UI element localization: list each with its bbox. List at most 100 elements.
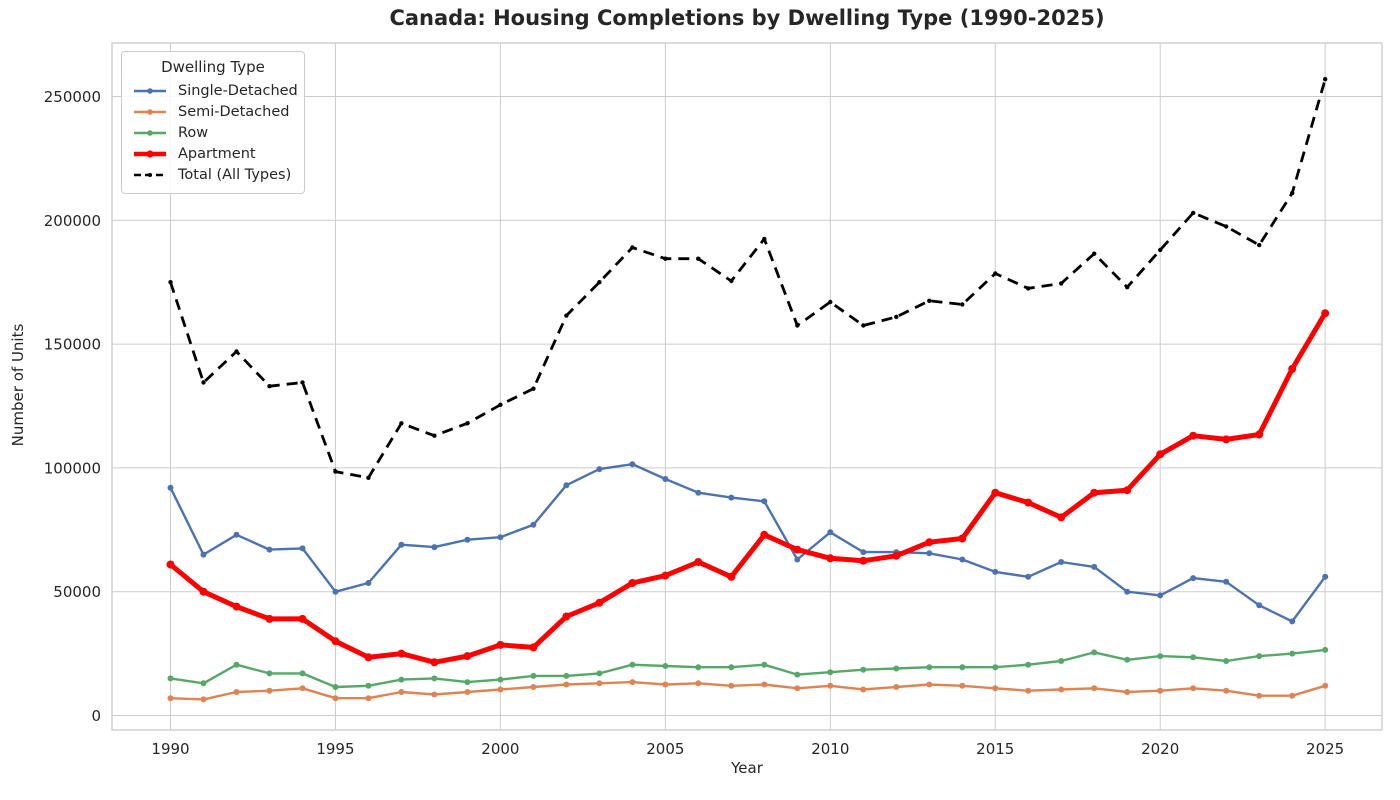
legend: Dwelling Type Single-Detached Semi-Detach…	[121, 51, 305, 194]
data-point-apartment	[1222, 435, 1231, 444]
data-point-row	[1025, 661, 1032, 668]
data-point-semi-detached	[365, 695, 372, 702]
data-point-apartment	[1123, 486, 1132, 495]
data-point-total-all-types	[960, 302, 965, 307]
data-point-total-all-types	[564, 313, 569, 318]
x-tick-label: 2000	[481, 740, 519, 758]
data-point-total-all-types	[729, 278, 734, 284]
y-tick-label: 0	[91, 707, 101, 725]
data-point-total-all-types	[234, 349, 239, 354]
data-point-total-all-types	[201, 380, 206, 385]
data-point-semi-detached	[1058, 686, 1065, 693]
legend-items: Single-Detached Semi-Detached Row Apartment…	[132, 80, 298, 185]
x-axis-label: Year	[731, 759, 763, 777]
legend-sample-semi-detached-icon	[134, 108, 166, 115]
data-point-single-detached	[761, 498, 768, 505]
data-point-single-detached	[1091, 563, 1098, 570]
data-point-row	[563, 672, 570, 679]
y-tick-label: 150000	[44, 336, 101, 354]
x-tick-label: 2025	[1306, 740, 1344, 758]
data-point-row	[1190, 654, 1197, 661]
data-point-row	[629, 661, 636, 668]
data-point-total-all-types	[1125, 285, 1130, 290]
data-point-total-all-types	[1323, 77, 1328, 82]
data-point-semi-detached	[860, 686, 867, 693]
series-line-single-detached	[169, 463, 1327, 623]
data-point-single-detached	[1124, 588, 1131, 595]
data-point-row	[464, 679, 471, 686]
data-point-semi-detached	[1124, 689, 1131, 695]
data-point-total-all-types	[1026, 286, 1031, 291]
data-point-single-detached	[1190, 575, 1197, 582]
data-point-semi-detached	[959, 682, 966, 689]
data-point-row	[497, 676, 504, 683]
data-point-apartment	[529, 643, 538, 652]
data-point-total-all-types	[465, 421, 470, 426]
data-point-semi-detached	[233, 689, 240, 695]
legend-sample-total-all-types-icon	[134, 172, 166, 177]
data-point-total-all-types	[597, 280, 602, 285]
data-point-semi-detached	[728, 682, 735, 689]
data-point-row	[860, 666, 867, 673]
data-point-single-detached	[695, 489, 702, 496]
data-point-row	[167, 675, 174, 682]
legend-item-row: Row	[132, 122, 294, 143]
data-point-row	[266, 670, 273, 677]
data-point-single-detached	[794, 556, 801, 563]
data-point-total-all-types	[795, 323, 800, 328]
data-point-apartment	[793, 545, 802, 554]
data-point-total-all-types	[894, 314, 899, 320]
data-point-total-all-types	[762, 236, 767, 242]
data-point-single-detached	[629, 461, 636, 468]
data-point-apartment	[496, 640, 505, 649]
data-point-row	[332, 684, 339, 690]
data-point-apartment	[298, 614, 307, 623]
data-point-apartment	[166, 560, 175, 569]
data-point-row	[893, 665, 900, 672]
data-point-semi-detached	[167, 695, 174, 702]
data-point-row	[1223, 658, 1230, 664]
data-point-total-all-types	[663, 256, 668, 261]
data-point-single-detached	[464, 536, 471, 543]
data-point-total-all-types	[1059, 281, 1064, 286]
data-point-apartment	[826, 554, 835, 563]
data-point-row	[233, 661, 240, 668]
legend-item-label: Total (All Types)	[178, 166, 292, 183]
legend-title: Dwelling Type	[161, 58, 265, 76]
data-point-total-all-types	[267, 384, 272, 389]
data-point-total-all-types	[696, 256, 701, 261]
data-point-row	[1289, 650, 1296, 657]
y-tick-label: 250000	[44, 88, 101, 106]
data-point-single-detached	[992, 568, 999, 575]
data-point-single-detached	[1025, 573, 1032, 580]
data-point-single-detached	[167, 484, 174, 491]
data-point-row	[596, 670, 603, 677]
legend-item-apartment: Apartment	[132, 143, 294, 164]
data-point-apartment	[430, 658, 439, 667]
data-point-row	[662, 663, 669, 669]
y-axis-label: Number of Units	[9, 323, 27, 447]
data-point-semi-detached	[1256, 692, 1263, 699]
legend-item-label: Row	[178, 124, 209, 141]
data-point-apartment	[1288, 364, 1297, 373]
data-point-total-all-types	[498, 402, 503, 407]
series-markers-semi-detached	[167, 679, 1329, 703]
data-point-apartment	[265, 614, 274, 623]
legend-item-label: Single-Detached	[178, 82, 298, 99]
data-point-single-detached	[431, 544, 438, 551]
data-point-apartment	[1156, 450, 1165, 459]
data-point-single-detached	[926, 550, 933, 557]
data-point-apartment	[892, 551, 901, 560]
data-point-semi-detached	[596, 680, 603, 687]
data-point-apartment	[925, 538, 934, 547]
data-point-apartment	[397, 649, 406, 658]
y-tick-label: 200000	[44, 212, 101, 230]
data-point-row	[431, 675, 438, 682]
legend-sample-apartment-icon	[134, 149, 166, 158]
data-point-row	[299, 670, 306, 677]
data-point-apartment	[199, 587, 208, 596]
plot-border	[111, 42, 1383, 731]
series-line-row	[170, 648, 1326, 689]
data-point-single-detached	[959, 556, 966, 563]
